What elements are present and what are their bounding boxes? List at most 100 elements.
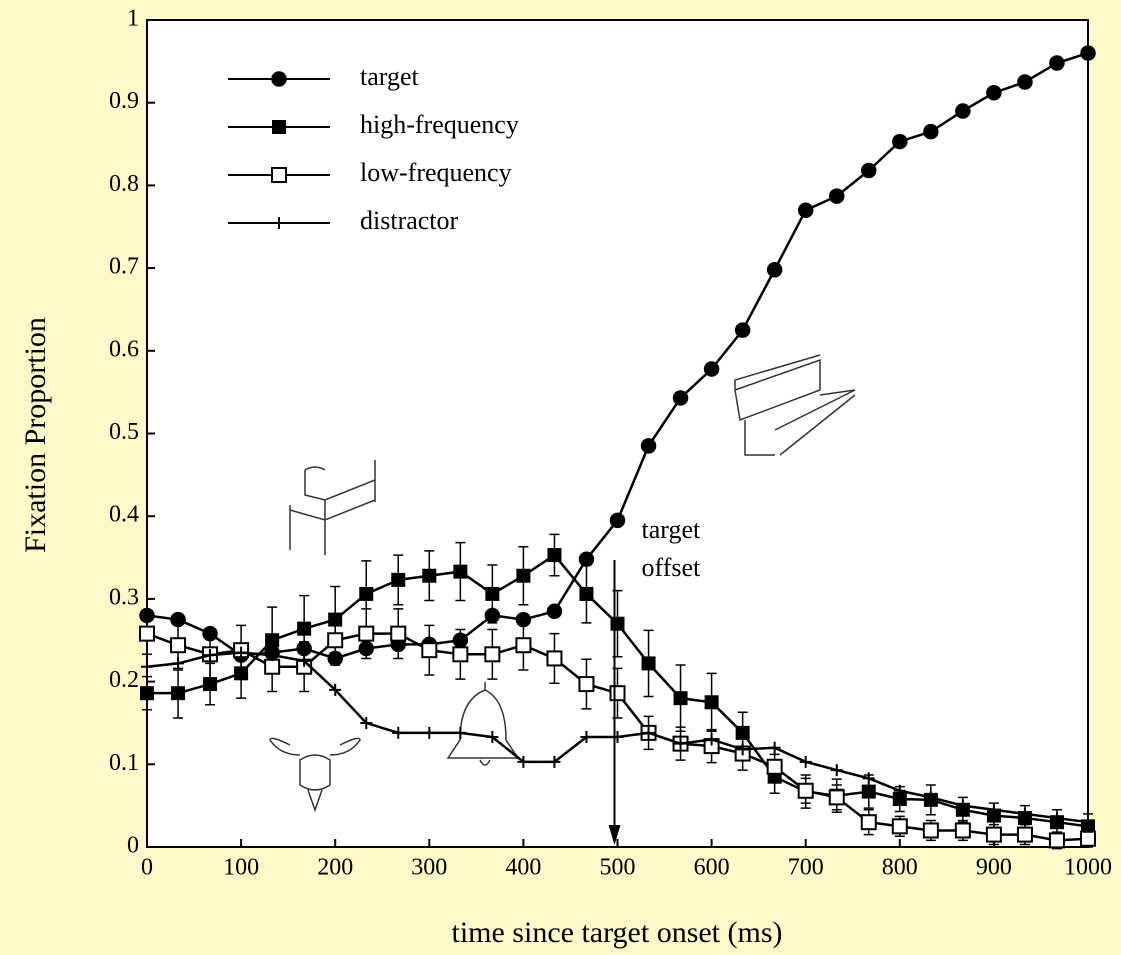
marker	[327, 632, 344, 649]
marker	[170, 637, 187, 654]
marker	[360, 716, 373, 729]
marker	[204, 649, 217, 662]
marker	[892, 792, 907, 807]
marker	[358, 625, 375, 642]
y-tick-label: 0.8	[109, 171, 139, 197]
x-tick-label: 200	[317, 855, 353, 881]
marker	[1049, 55, 1065, 71]
marker	[141, 660, 153, 673]
marker	[641, 656, 656, 671]
marker	[705, 733, 718, 746]
marker	[923, 123, 939, 140]
marker	[235, 646, 248, 659]
marker	[892, 133, 908, 150]
marker	[486, 731, 499, 744]
marker	[891, 818, 908, 835]
marker	[922, 822, 939, 839]
annotation-text: target	[642, 515, 701, 544]
marker	[799, 755, 812, 768]
marker	[453, 564, 468, 579]
marker	[264, 658, 281, 675]
marker	[1048, 832, 1065, 849]
marker	[580, 731, 593, 744]
marker	[421, 642, 438, 659]
lobster-icon	[269, 737, 361, 813]
marker	[830, 764, 843, 777]
marker	[422, 568, 437, 583]
marker	[546, 650, 563, 667]
marker	[1082, 816, 1094, 829]
marker	[578, 551, 595, 567]
x-tick-label: 900	[976, 855, 1012, 881]
marker	[515, 637, 532, 654]
y-tick-label: 0.5	[109, 419, 139, 445]
marker	[140, 686, 154, 701]
marker	[547, 548, 562, 563]
marker	[516, 568, 531, 583]
marker	[829, 188, 845, 204]
marker	[390, 625, 407, 642]
legend-label: high-frequency	[360, 110, 519, 139]
marker	[452, 646, 469, 663]
x-tick-label: 0	[141, 855, 153, 881]
legend-label: target	[360, 62, 419, 91]
marker	[862, 772, 875, 785]
y-tick-label: 0.7	[109, 254, 139, 280]
marker	[736, 743, 749, 756]
y-tick-label: 0	[127, 833, 139, 859]
marker	[271, 167, 287, 183]
y-tick-label: 0.4	[109, 502, 139, 528]
marker	[297, 621, 312, 636]
marker	[298, 654, 311, 667]
marker	[265, 633, 280, 648]
y-axis-label: Fixation Proportion	[19, 317, 52, 553]
marker	[392, 726, 405, 739]
y-tick-label: 1	[127, 6, 139, 32]
x-tick-label: 700	[788, 855, 824, 881]
marker	[640, 438, 657, 454]
series	[141, 646, 1094, 829]
marker	[172, 657, 185, 670]
marker	[517, 755, 530, 768]
marker	[578, 676, 595, 693]
marker	[1050, 812, 1063, 825]
marker	[359, 586, 374, 601]
marker	[1016, 826, 1033, 843]
marker	[171, 686, 186, 701]
x-tick-label: 100	[223, 855, 259, 881]
bench-icon	[734, 354, 856, 456]
marker	[955, 103, 971, 119]
marker	[423, 726, 436, 739]
marker	[642, 726, 655, 739]
icons	[269, 354, 856, 813]
marker	[860, 162, 877, 179]
marker	[674, 737, 687, 750]
legend-label: distractor	[360, 206, 459, 235]
marker	[766, 758, 783, 775]
x-tick-label: 800	[882, 855, 918, 881]
marker	[610, 616, 625, 631]
y-tick-label: 0.6	[109, 336, 139, 362]
x-tick-label: 300	[411, 855, 447, 881]
bed-icon	[289, 460, 376, 555]
y-tick-label: 0.2	[109, 667, 139, 693]
marker	[954, 822, 971, 839]
marker	[987, 803, 1000, 816]
x-tick-label: 1000	[1064, 855, 1112, 881]
marker	[672, 390, 689, 406]
marker	[266, 649, 279, 662]
marker	[924, 791, 937, 804]
marker	[1080, 45, 1096, 61]
x-tick-label: 400	[505, 855, 541, 881]
marker	[985, 826, 1002, 843]
marker	[485, 586, 500, 601]
marker	[454, 726, 467, 739]
marker	[548, 755, 561, 768]
marker	[391, 572, 406, 587]
marker	[329, 683, 342, 696]
marker	[766, 262, 783, 278]
marker	[1017, 74, 1033, 90]
marker	[579, 586, 594, 601]
marker	[704, 695, 719, 710]
annotation-arrowhead	[608, 825, 621, 845]
